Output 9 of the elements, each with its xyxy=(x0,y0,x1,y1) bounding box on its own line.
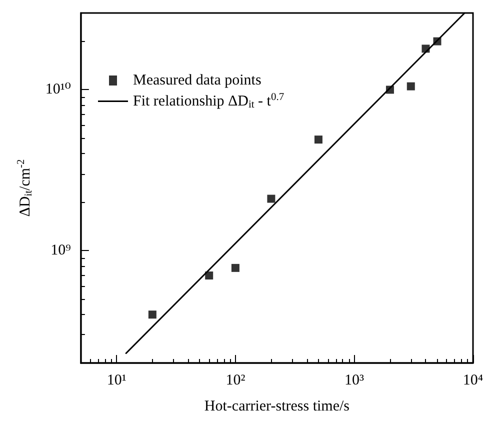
x-axis-title: Hot-carrier-stress time/s xyxy=(204,398,350,414)
legend-label: Measured data points xyxy=(133,72,262,88)
y-tick-label: 10⁹ xyxy=(50,242,71,259)
y-axis-title: ΔDit/cm-2 xyxy=(16,159,34,217)
x-tick-label: 10² xyxy=(226,372,246,388)
y-tick-label: 10¹⁰ xyxy=(45,82,71,98)
x-tick-label: 10³ xyxy=(344,372,364,388)
x-tick-label: 10⁴ xyxy=(462,372,484,388)
x-tick-label: 10¹ xyxy=(106,372,126,388)
